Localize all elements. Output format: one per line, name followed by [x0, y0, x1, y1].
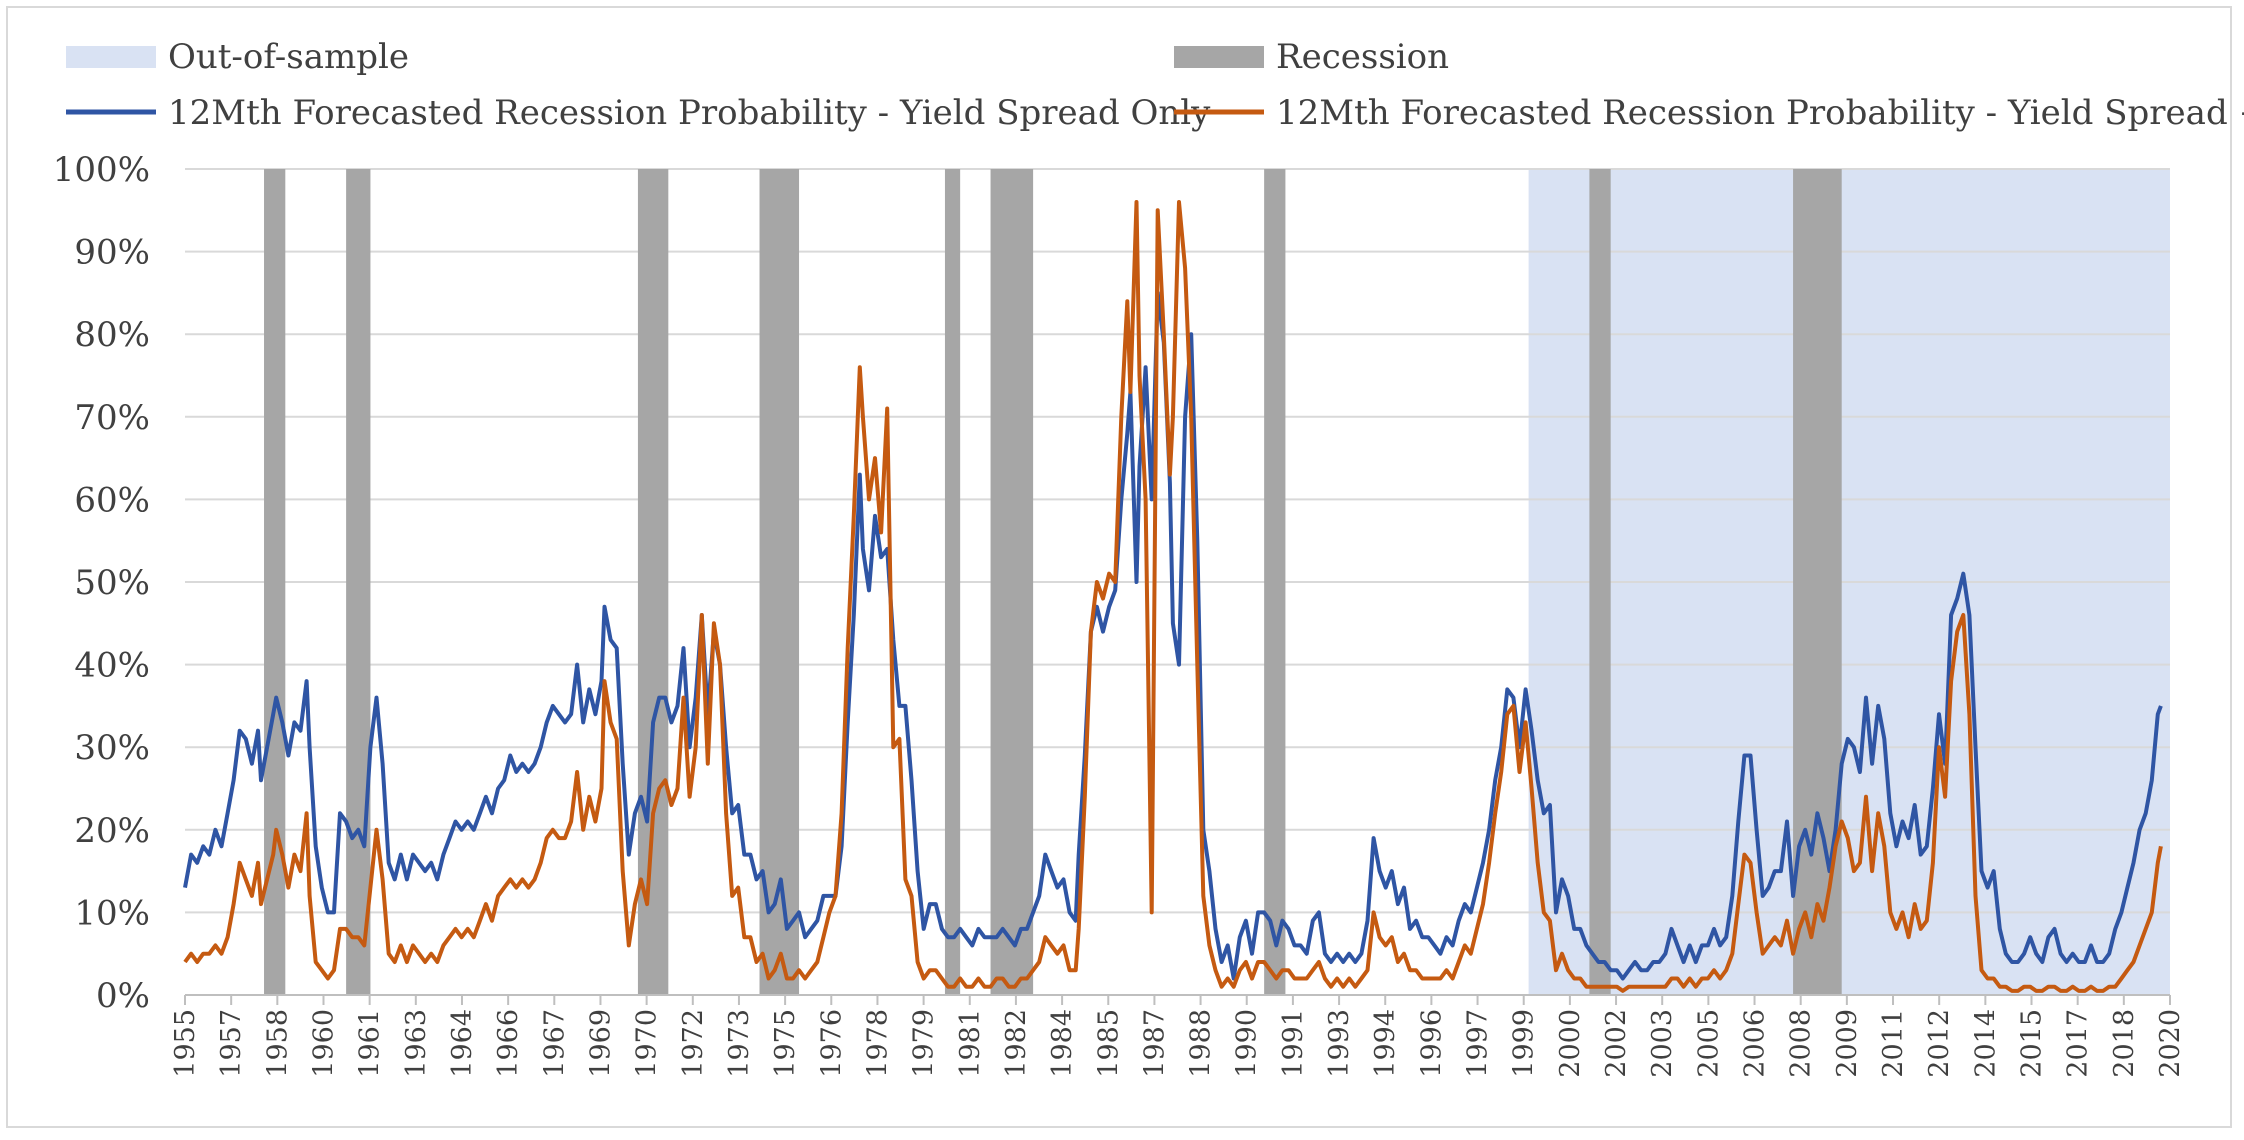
- x-tick-label: 1969: [585, 1009, 616, 1078]
- x-tick-label: 2011: [1878, 1009, 1909, 1078]
- x-tick-label: 1958: [262, 1009, 293, 1078]
- x-tick-label: 1955: [170, 1009, 201, 1078]
- x-tick-label: 1993: [1324, 1009, 1355, 1078]
- recession-bar: [759, 169, 800, 995]
- x-tick-label: 1957: [216, 1009, 247, 1078]
- x-tick-label: 1994: [1370, 1009, 1401, 1078]
- x-tick-label: 1987: [1139, 1009, 1170, 1078]
- x-tick-label: 2000: [1555, 1009, 1586, 1078]
- x-tick-label: 2005: [1693, 1009, 1724, 1078]
- x-tick-label: 1991: [1278, 1009, 1309, 1078]
- recession-bar: [264, 169, 286, 995]
- x-tick-label: 1988: [1186, 1009, 1217, 1078]
- x-tick-label: 1970: [632, 1009, 663, 1078]
- x-tick-label: 2014: [1970, 1009, 2001, 1078]
- x-tick-label: 2009: [1832, 1009, 1863, 1078]
- y-tick-label: 30%: [74, 728, 150, 768]
- x-tick-label: 1978: [862, 1009, 893, 1078]
- y-tick-label: 70%: [74, 398, 150, 438]
- series-lines: [183, 200, 2163, 993]
- y-tick-label: 10%: [74, 893, 150, 933]
- y-tick-label: 0%: [96, 976, 150, 1016]
- x-tick-label: 2015: [2017, 1009, 2048, 1078]
- recession-bar: [637, 169, 669, 995]
- x-tick-label: 1961: [355, 1009, 386, 1078]
- x-tick-label: 2018: [2109, 1009, 2140, 1078]
- x-tick-label: 1981: [955, 1009, 986, 1078]
- legend-swatch-out-of-sample: [66, 46, 156, 68]
- recession-bar: [990, 169, 1034, 995]
- legend-label-out-of-sample: Out-of-sample: [168, 37, 409, 77]
- x-tick-label: 1997: [1463, 1009, 1494, 1078]
- x-tick-label: 1985: [1093, 1009, 1124, 1078]
- y-tick-label: 60%: [74, 480, 150, 520]
- recession-bar: [346, 169, 371, 995]
- y-tick-label: 80%: [74, 315, 150, 355]
- x-tick-label: 1999: [1509, 1009, 1540, 1078]
- x-tick-label: 2003: [1647, 1009, 1678, 1078]
- legend-swatch-recession: [1174, 46, 1264, 68]
- recession-bar: [1793, 169, 1842, 995]
- recession-bar: [1589, 169, 1611, 995]
- x-tick-label: 1976: [816, 1009, 847, 1078]
- y-tick-label: 50%: [74, 563, 150, 603]
- y-tick-label: 100%: [53, 150, 150, 190]
- x-tick-label: 2006: [1740, 1009, 1771, 1078]
- legend-label-recession: Recession: [1276, 37, 1449, 77]
- y-tick-label: 90%: [74, 233, 150, 273]
- x-tick-label: 2012: [1924, 1009, 1955, 1078]
- x-tick-label: 2008: [1786, 1009, 1817, 1078]
- x-tick-label: 1966: [493, 1009, 524, 1078]
- x-tick-label: 1975: [770, 1009, 801, 1078]
- x-tick-label: 1964: [447, 1009, 478, 1078]
- x-tick-label: 1972: [678, 1009, 709, 1078]
- x-tick-label: 2020: [2155, 1009, 2186, 1078]
- legend-label-yield-spread-only: 12Mth Forecasted Recession Probability -…: [168, 93, 1211, 133]
- recession-bar: [1264, 169, 1286, 995]
- x-tick-label: 1984: [1047, 1009, 1078, 1078]
- x-tick-label: 2002: [1601, 1009, 1632, 1078]
- x-tick-label: 1963: [401, 1009, 432, 1078]
- legend: Out-of-sample Recession 12Mth Forecasted…: [66, 37, 2244, 133]
- y-tick-label: 40%: [74, 646, 150, 686]
- series-line-yield-spread-ffr: [183, 200, 2163, 993]
- x-tick-label: 1979: [909, 1009, 940, 1078]
- legend-label-yield-spread-ffr: 12Mth Forecasted Recession Probability -…: [1276, 93, 2244, 133]
- x-tick-label: 2017: [2063, 1009, 2094, 1078]
- x-tick-label: 1967: [539, 1009, 570, 1078]
- x-tick-label: 1996: [1416, 1009, 1447, 1078]
- axes: 0% 10% 20% 30% 40% 50% 60% 70% 80% 90% 100% 1955 195…: [53, 150, 2186, 1078]
- y-tick-label: 20%: [74, 811, 150, 851]
- recession-bar: [944, 169, 961, 995]
- x-tick-label: 1990: [1232, 1009, 1263, 1078]
- x-tick-label: 1973: [724, 1009, 755, 1078]
- x-tick-label: 1960: [308, 1009, 339, 1078]
- x-tick-label: 1982: [1001, 1009, 1032, 1078]
